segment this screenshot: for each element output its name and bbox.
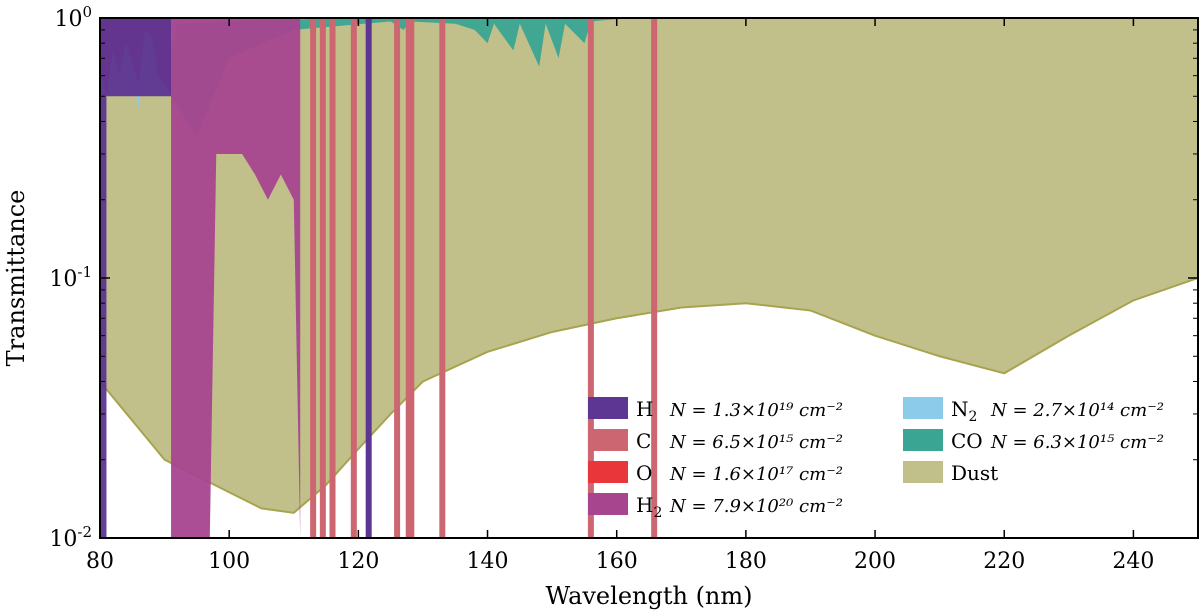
y-tick-label-0: 10-2 xyxy=(49,523,92,552)
series-line-c-9 xyxy=(651,18,658,538)
x-tick-label-4: 160 xyxy=(596,549,638,574)
series-line-h-lyman-alpha xyxy=(365,18,372,538)
series-line-c-0 xyxy=(310,18,317,538)
x-tick-label-8: 240 xyxy=(1112,549,1154,574)
x-tick-label-0: 80 xyxy=(86,549,114,574)
legend-equation-o: N = 1.6×10¹⁷ cm⁻² xyxy=(669,464,843,485)
legend-equation-c: N = 6.5×10¹⁵ cm⁻² xyxy=(669,432,843,453)
legend-swatch-c xyxy=(588,429,628,451)
legend-equation-co: N = 6.3×10¹⁵ cm⁻² xyxy=(990,432,1164,453)
legend-label-o: O xyxy=(636,461,652,485)
x-tick-label-2: 120 xyxy=(337,549,379,574)
legend-equation-h: N = 1.3×10¹⁹ cm⁻² xyxy=(669,400,843,421)
legend-equation-h2: N = 7.9×10²⁰ cm⁻² xyxy=(669,496,843,517)
series-line-c-8 xyxy=(587,18,594,538)
y-tick-label-2: 100 xyxy=(54,3,92,32)
series-line-c-2 xyxy=(329,18,336,538)
x-tick-label-7: 220 xyxy=(983,549,1025,574)
x-tick-label-5: 180 xyxy=(725,549,767,574)
legend-label-c: C xyxy=(636,429,651,453)
legend-label-h2: H2 xyxy=(636,493,662,521)
y-axis-title: Transmittance xyxy=(2,190,30,367)
x-axis-title: Wavelength (nm) xyxy=(545,582,752,610)
legend-equation-n2: N = 2.7×10¹⁴ cm⁻² xyxy=(990,400,1164,421)
legend-swatch-n2 xyxy=(903,397,943,419)
series-area-h xyxy=(100,18,172,538)
series-area-h2 xyxy=(171,18,301,538)
legend-swatch-co xyxy=(903,429,943,451)
legend: H N = 1.3×10¹⁹ cm⁻² C N = 6.5×10¹⁵ cm⁻² O N =… xyxy=(588,397,1164,521)
series-line-c-7 xyxy=(439,18,446,538)
series-line-c-3 xyxy=(350,18,357,538)
legend-swatch-o xyxy=(588,461,628,483)
legend-label-dust: Dust xyxy=(951,461,998,485)
legend-label-n2: N2 xyxy=(951,397,977,425)
legend-label-h: H xyxy=(636,397,653,421)
legend-swatch-h xyxy=(588,397,628,419)
series-line-c-1 xyxy=(319,18,326,538)
x-tick-label-1: 100 xyxy=(208,549,250,574)
x-tick-label-3: 140 xyxy=(467,549,509,574)
plot-area xyxy=(100,18,1198,538)
y-tick-label-1: 10-1 xyxy=(49,263,92,292)
series-area-dust xyxy=(100,18,1198,513)
series-line-c-4 xyxy=(394,18,401,538)
series-edge-dust xyxy=(100,277,1198,514)
legend-swatch-dust xyxy=(903,461,943,483)
axis-ticks: 80 100 120 140 160 180 200 220 240 10-2 10-1 100 xyxy=(49,3,1198,574)
x-tick-label-6: 200 xyxy=(854,549,896,574)
legend-label-co: CO xyxy=(951,429,983,453)
series-line-c-6 xyxy=(408,18,415,538)
legend-swatch-h2 xyxy=(588,493,628,515)
